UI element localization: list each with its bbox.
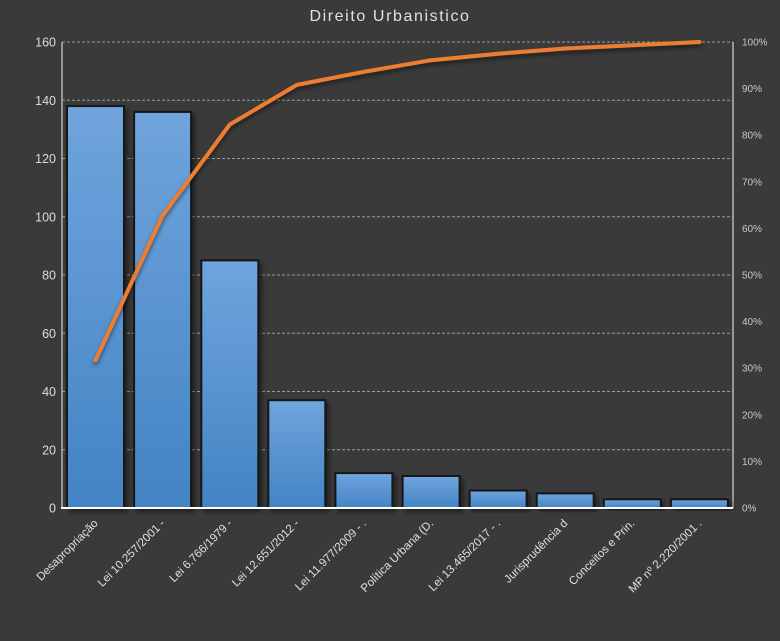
x-axis-category-label: Conceitos e Prin. [567,518,637,588]
bar [66,105,125,509]
right-axis-tick-label: 70% [742,177,762,188]
right-axis-tick-label: 90% [742,84,762,95]
bar [669,498,729,509]
bar [334,472,394,510]
right-axis-tick-label: 30% [742,364,762,375]
chart-title: Direito Urbanistico [309,8,471,25]
left-axis-tick-label: 120 [35,152,56,166]
right-axis-tick-label: 100% [742,38,768,49]
right-axis-tick-label: 80% [742,131,762,142]
right-axis-tick-label: 20% [742,410,762,421]
x-axis-category-label: Lei 6.766/1979 - [168,518,235,585]
left-axis-tick-label: 0 [49,502,56,516]
left-axis-tick-label: 140 [35,94,56,108]
right-axis-tick-label: 10% [742,457,762,468]
right-axis-tick-label: 0% [742,504,757,515]
bar [602,498,662,509]
left-axis-tick-label: 60 [42,327,56,341]
left-axis-tick-label: 100 [35,210,56,224]
x-axis-category-label: Lei 11.977/2009 - . [293,518,369,594]
bar [133,110,193,510]
x-axis-category-label: MP nº 2.220/2001 . [627,518,705,596]
left-axis-tick-label: 160 [35,36,56,50]
left-axis-tick-label: 20 [42,443,56,457]
bar [468,489,528,509]
bar [267,399,327,510]
x-axis-category-label: Lei 13.465/2017 - . [427,518,503,594]
left-axis-tick-label: 80 [42,269,56,283]
x-axis-category-label: Jurisprudência d [502,518,570,586]
cumulative-line [93,40,702,363]
bar [200,259,260,509]
x-axis-category-label: Política Urbana (D. [359,518,436,595]
left-axis-tick-label: 40 [42,385,56,399]
right-axis-tick-label: 40% [742,317,762,328]
bar [401,475,461,509]
x-axis-category-label: Lei 10.257/2001 - [96,518,168,590]
x-axis-category-label: Lei 12.651/2012 - [230,518,302,590]
right-axis-tick-label: 50% [742,271,762,282]
x-axis-category-label: Desapropriação [35,518,101,584]
right-axis-tick-label: 60% [742,224,762,235]
bar [535,492,595,509]
